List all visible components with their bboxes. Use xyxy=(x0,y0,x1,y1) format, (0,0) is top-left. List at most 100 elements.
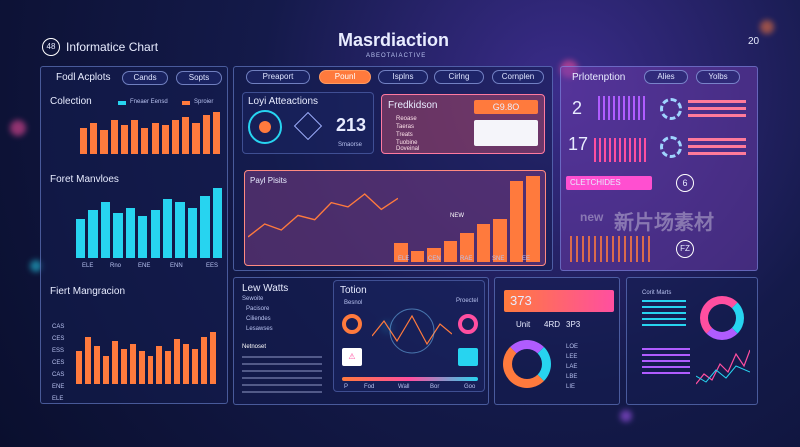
totion-card xyxy=(333,280,485,392)
right-hlines-b xyxy=(642,348,690,378)
page-subtitle: ABEOTAIACTIVE xyxy=(366,53,427,59)
value-list: LAE xyxy=(566,364,578,370)
right-pill-yolbs[interactable]: Yolbs xyxy=(696,70,740,84)
left-header-title: Fodl Acplots xyxy=(56,72,111,83)
payl-line-chart xyxy=(248,193,398,238)
lew-title: Lew Watts xyxy=(242,283,289,294)
mangr-row: ENE xyxy=(52,384,65,390)
chart-bar xyxy=(151,122,159,154)
logo-badge: 48 xyxy=(42,38,60,56)
mangr-bar-chart xyxy=(76,332,216,384)
totion-legend: Proectel xyxy=(456,298,479,304)
chart-bar xyxy=(129,343,136,384)
chart-bar xyxy=(427,247,441,262)
payl-line xyxy=(248,193,398,238)
chart-bar xyxy=(138,216,148,258)
chart-bar xyxy=(175,202,185,258)
totion-legend: Besnol xyxy=(344,300,363,306)
bokeh xyxy=(30,260,42,272)
tab-isplns[interactable]: Isplns xyxy=(378,70,428,84)
chart-bar xyxy=(210,332,216,384)
value-row: 3P3 xyxy=(566,320,581,329)
chart-bar xyxy=(76,218,86,258)
bokeh xyxy=(760,20,774,34)
chart-bar xyxy=(76,350,82,384)
forest-title: Foret Manvloes xyxy=(50,174,119,185)
metric-b-bars xyxy=(594,138,648,162)
forest-axis-2: ENE xyxy=(138,263,151,269)
chart-bar xyxy=(394,242,408,262)
chart-bar xyxy=(110,119,118,154)
watermark-icon: new xyxy=(580,210,604,224)
chart-bar xyxy=(192,348,199,384)
forest-axis-0: ELE xyxy=(82,263,94,269)
right-hlines xyxy=(642,300,686,326)
chart-bar xyxy=(165,350,172,384)
right-pill-alies[interactable]: Alies xyxy=(644,70,688,84)
left-pill-sopts[interactable]: Sopts xyxy=(176,71,222,85)
chart-bar xyxy=(200,196,210,258)
lew-subtitle: Sewoite xyxy=(242,296,264,302)
metric-a-bars xyxy=(598,96,646,120)
chart-bar xyxy=(88,210,98,258)
chart-bar xyxy=(90,122,98,154)
value-list: LBE xyxy=(566,374,578,380)
lew-item: Pacisore xyxy=(246,306,270,312)
mangr-row: ESS xyxy=(52,348,65,354)
forest-axis-3: ENN xyxy=(170,263,183,269)
freddison-value: G9.8O xyxy=(474,100,538,114)
payl-axis: ELE xyxy=(398,256,410,262)
totion-title: Totion xyxy=(340,285,367,296)
right-bar-strip xyxy=(570,236,650,262)
chart-bar xyxy=(493,219,507,262)
forest-bar-chart xyxy=(76,188,222,258)
chart-bar xyxy=(111,341,118,384)
collection-title: Colection xyxy=(50,96,92,107)
right-header-title: Prlotenption xyxy=(572,72,626,83)
chart-bar xyxy=(80,127,88,154)
payl-axis: SNE xyxy=(492,256,505,262)
chart-bar xyxy=(171,119,180,154)
metric-a-ring xyxy=(660,98,682,120)
chart-bar xyxy=(102,355,109,384)
bokeh xyxy=(10,120,26,136)
user-square-icon xyxy=(458,348,478,366)
payl-bar-chart xyxy=(394,176,540,262)
lew-text-lines xyxy=(242,356,322,396)
lew-item: Lesawses xyxy=(246,326,273,332)
right-spark-line-b xyxy=(696,365,750,383)
chart-bar xyxy=(192,122,200,154)
left-pill-cands[interactable]: Cands xyxy=(122,71,168,85)
attractions-title: Loyi Atteactions xyxy=(248,96,319,107)
metric-a: 2 xyxy=(572,98,583,118)
freddison-row: Tuobine xyxy=(396,140,418,146)
chart-bar xyxy=(187,207,198,258)
chart-bar xyxy=(125,207,136,258)
page-title: Masrdiaction xyxy=(338,30,450,50)
donut-label: Corit Marts xyxy=(642,290,672,296)
tab-cornplen[interactable]: Cornplen xyxy=(492,70,544,84)
chart-bar xyxy=(174,339,181,384)
chart-bar xyxy=(147,355,154,384)
collection-bar-chart xyxy=(80,112,220,154)
value-list: LOE xyxy=(566,344,579,350)
value-list: LIE xyxy=(566,384,576,390)
chart-bar xyxy=(182,117,190,154)
value-row: Unit xyxy=(516,320,531,329)
chart-bar xyxy=(162,199,173,258)
lew-item: Ciliendes xyxy=(246,316,271,322)
totion-ring-left xyxy=(342,314,362,334)
payl-axis: EE xyxy=(522,256,531,262)
mangr-row: CAS xyxy=(52,372,65,378)
chart-bar xyxy=(120,348,127,384)
chart-bar xyxy=(113,213,123,258)
freddison-row: Taeras xyxy=(396,124,415,130)
chart-bar xyxy=(201,336,208,384)
freddison-title: Fredkidson xyxy=(388,100,438,111)
tab-cirlng[interactable]: Cirlng xyxy=(434,70,484,84)
tab-preaport[interactable]: Preaport xyxy=(246,70,310,84)
tab-pounl[interactable]: Pounl xyxy=(319,70,371,84)
chart-bar xyxy=(141,127,149,154)
metric-a-hbars xyxy=(688,100,746,120)
value-row: 4RD xyxy=(544,320,561,329)
